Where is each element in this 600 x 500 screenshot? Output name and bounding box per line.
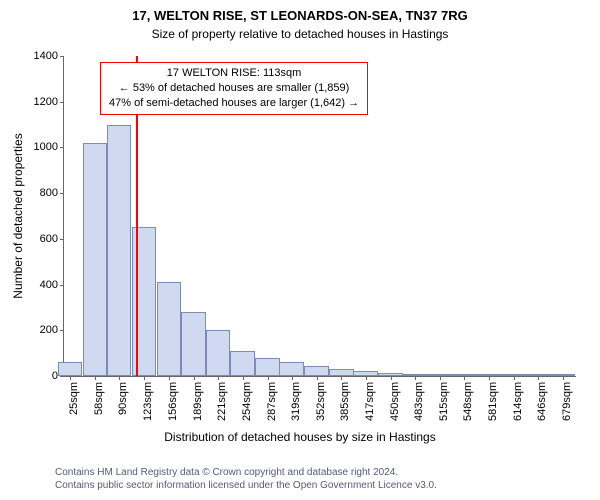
histogram-bar xyxy=(83,143,108,376)
x-tick-label: 319sqm xyxy=(290,382,302,421)
footer-line-1: Contains HM Land Registry data © Crown c… xyxy=(55,466,437,479)
histogram-bar xyxy=(58,362,83,376)
histogram-bar xyxy=(502,374,527,376)
y-tick-mark xyxy=(60,376,64,377)
x-tick-mark xyxy=(144,376,145,380)
x-tick-label: 287sqm xyxy=(266,382,278,421)
info-line-1: 17 WELTON RISE: 113sqm xyxy=(109,66,359,81)
x-tick-mark xyxy=(538,376,539,380)
x-tick-mark xyxy=(292,376,293,380)
y-tick-label: 800 xyxy=(40,187,58,199)
x-tick-mark xyxy=(243,376,244,380)
x-axis-label: Distribution of detached houses by size … xyxy=(0,430,600,444)
x-tick-mark xyxy=(464,376,465,380)
y-tick-mark xyxy=(60,102,64,103)
x-tick-label: 679sqm xyxy=(561,382,573,421)
histogram-bar xyxy=(304,366,329,376)
histogram-bar xyxy=(378,373,403,376)
x-tick-label: 123sqm xyxy=(142,382,154,421)
x-tick-mark xyxy=(489,376,490,380)
x-tick-mark xyxy=(341,376,342,380)
x-tick-label: 515sqm xyxy=(438,382,450,421)
y-tick-mark xyxy=(60,147,64,148)
chart-container: 17, WELTON RISE, ST LEONARDS-ON-SEA, TN3… xyxy=(0,0,600,500)
x-tick-label: 548sqm xyxy=(462,382,474,421)
histogram-bar xyxy=(353,371,378,376)
y-axis-label: Number of detached properties xyxy=(11,133,25,298)
histogram-bar xyxy=(181,312,206,376)
histogram-bar xyxy=(329,369,354,376)
x-tick-label: 90sqm xyxy=(117,382,129,415)
y-tick-label: 600 xyxy=(40,233,58,245)
marker-info-box: 17 WELTON RISE: 113sqm ← 53% of detached… xyxy=(100,62,368,115)
x-tick-mark xyxy=(194,376,195,380)
y-tick-label: 1000 xyxy=(34,141,58,153)
histogram-bar xyxy=(551,374,576,376)
x-tick-label: 614sqm xyxy=(512,382,524,421)
histogram-bar xyxy=(107,125,132,376)
histogram-bar xyxy=(279,362,304,376)
histogram-bar xyxy=(427,374,452,376)
y-tick-mark xyxy=(60,193,64,194)
histogram-bar xyxy=(157,282,182,376)
y-tick-label: 200 xyxy=(40,324,58,336)
x-tick-label: 450sqm xyxy=(389,382,401,421)
x-tick-mark xyxy=(391,376,392,380)
y-tick-mark xyxy=(60,56,64,57)
chart-title: 17, WELTON RISE, ST LEONARDS-ON-SEA, TN3… xyxy=(0,8,600,23)
x-tick-mark xyxy=(563,376,564,380)
histogram-bar xyxy=(452,374,477,376)
x-tick-label: 25sqm xyxy=(68,382,80,415)
histogram-bar xyxy=(255,358,280,376)
info-line-3: 47% of semi-detached houses are larger (… xyxy=(109,96,359,111)
x-tick-label: 581sqm xyxy=(487,382,499,421)
footer-line-2: Contains public sector information licen… xyxy=(55,479,437,492)
x-tick-label: 385sqm xyxy=(339,382,351,421)
x-tick-mark xyxy=(268,376,269,380)
x-tick-mark xyxy=(514,376,515,380)
y-tick-label: 1200 xyxy=(34,96,58,108)
x-tick-mark xyxy=(95,376,96,380)
info-line-2: ← 53% of detached houses are smaller (1,… xyxy=(109,81,359,96)
y-tick-mark xyxy=(60,285,64,286)
chart-subtitle: Size of property relative to detached ho… xyxy=(0,27,600,41)
x-tick-label: 189sqm xyxy=(192,382,204,421)
histogram-bar xyxy=(230,351,255,376)
y-tick-label: 400 xyxy=(40,279,58,291)
x-tick-mark xyxy=(440,376,441,380)
x-tick-label: 156sqm xyxy=(167,382,179,421)
x-tick-label: 646sqm xyxy=(536,382,548,421)
x-tick-mark xyxy=(366,376,367,380)
histogram-bar xyxy=(526,374,551,376)
y-tick-mark xyxy=(60,330,64,331)
x-tick-mark xyxy=(317,376,318,380)
x-tick-mark xyxy=(415,376,416,380)
x-tick-mark xyxy=(169,376,170,380)
histogram-bar xyxy=(206,330,231,376)
x-tick-label: 58sqm xyxy=(93,382,105,415)
x-tick-mark xyxy=(119,376,120,380)
x-tick-label: 352sqm xyxy=(315,382,327,421)
x-tick-label: 221sqm xyxy=(216,382,228,421)
histogram-bar xyxy=(477,374,502,376)
x-tick-mark xyxy=(218,376,219,380)
y-tick-label: 1400 xyxy=(34,50,58,62)
x-tick-label: 417sqm xyxy=(364,382,376,421)
x-tick-mark xyxy=(70,376,71,380)
y-tick-mark xyxy=(60,239,64,240)
histogram-bar xyxy=(403,374,428,376)
histogram-bar xyxy=(132,227,157,376)
x-tick-label: 483sqm xyxy=(413,382,425,421)
x-tick-label: 254sqm xyxy=(241,382,253,421)
footer-attribution: Contains HM Land Registry data © Crown c… xyxy=(55,466,437,492)
